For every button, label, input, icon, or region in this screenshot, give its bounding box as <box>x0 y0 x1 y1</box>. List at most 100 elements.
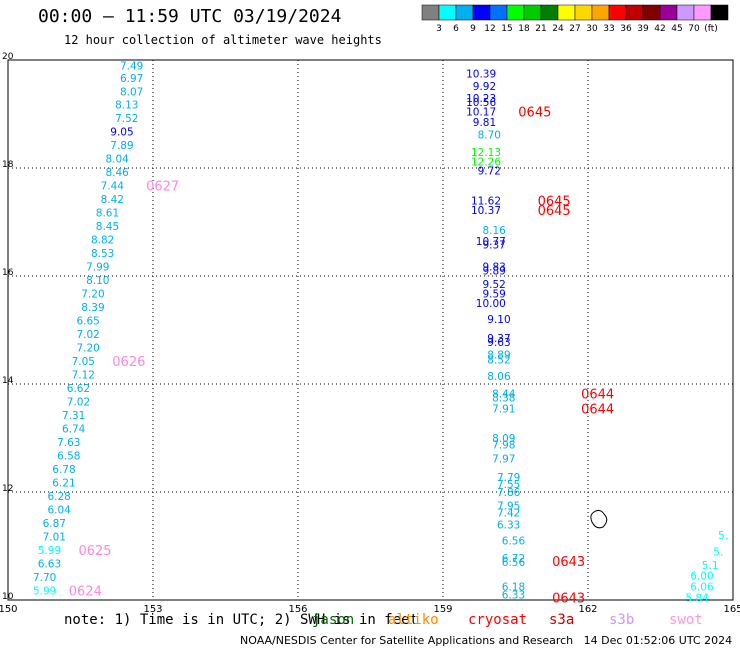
colorbar-label: (ft) <box>704 24 718 34</box>
pass-time-label: 0645 <box>538 194 571 209</box>
wave-height-value: 7.86 <box>497 487 521 499</box>
colorbar-swatch <box>710 4 729 21</box>
colorbar-label: 33 <box>603 24 614 34</box>
wave-height-value: 7.31 <box>62 410 85 422</box>
wave-height-value: 8.53 <box>91 248 114 260</box>
wave-height-value: 8.70 <box>478 130 501 142</box>
wave-height-value: 8.10 <box>86 275 109 287</box>
wave-height-value: 10.23 <box>466 93 496 105</box>
wave-height-value: 5.99 <box>38 545 61 557</box>
pass-time-label: 0645 <box>538 204 571 219</box>
x-tick-label: 156 <box>288 604 307 615</box>
wave-height-value: 6.62 <box>67 383 90 395</box>
x-tick-label: 150 <box>0 604 18 615</box>
wave-height-value: 6.33 <box>502 590 525 602</box>
colorbar-label: 42 <box>654 24 665 34</box>
wave-height-value: 6.58 <box>57 450 80 462</box>
pass-time-label: 0624 <box>69 584 102 599</box>
wave-height-value: 7.70 <box>33 572 56 584</box>
wave-height-value: 6.56 <box>502 557 526 569</box>
wave-height-value: 8.52 <box>487 355 510 367</box>
footer-note: note: 1) Time is in UTC; 2) SWH is in fe… <box>64 612 419 628</box>
wave-height-value: 9.72 <box>478 166 501 178</box>
wave-height-value: 7.79 <box>497 472 520 484</box>
sat-legend-cryosat: cryosat <box>468 612 528 628</box>
wave-height-value: 7.01 <box>43 531 66 543</box>
colorbar-label: 27 <box>569 24 580 34</box>
wave-height-value: 7.42 <box>497 508 520 520</box>
wave-height-value: 6.65 <box>76 315 99 327</box>
wave-height-value: 5. <box>713 546 723 558</box>
sat-legend-jason: jason <box>312 612 355 628</box>
colorbar-label: 36 <box>620 24 632 34</box>
wave-height-value: 8.39 <box>81 302 104 314</box>
sat-legend-s3a: s3a <box>549 612 575 628</box>
wave-height-value: 9.83 <box>482 261 505 273</box>
wave-height-value: 6.28 <box>47 491 70 503</box>
wave-height-value: 8.82 <box>91 234 114 246</box>
colorbar-label: 24 <box>552 24 564 34</box>
wave-height-value: 8.04 <box>105 153 129 165</box>
wave-height-value: 8.38 <box>492 393 515 405</box>
wave-height-value: 10.00 <box>476 298 506 310</box>
wave-height-value: 7.55 <box>497 479 520 491</box>
wave-height-value: 6.18 <box>502 582 525 594</box>
wave-height-value: 5.1 <box>702 560 719 572</box>
wave-height-value: 9.81 <box>473 117 496 129</box>
pass-time-label: 0645 <box>518 105 551 120</box>
wave-height-value: 8.46 <box>105 167 129 179</box>
colorbar-label: 30 <box>586 24 598 34</box>
wave-height-value: 6.33 <box>497 519 520 531</box>
wave-height-value: 8.06 <box>487 371 511 383</box>
wave-height-value: 7.44 <box>101 180 125 192</box>
wave-height-value: 10.39 <box>466 69 496 81</box>
colorbar-label: 9 <box>470 24 476 34</box>
pass-time-label: 0626 <box>112 355 145 370</box>
wave-height-value: 7.02 <box>76 329 99 341</box>
x-tick-label: 165 <box>723 604 740 615</box>
island-outline <box>590 509 608 529</box>
wave-height-value: 6.74 <box>62 423 86 435</box>
wave-height-value: 8.07 <box>120 86 143 98</box>
wave-height-value: 6.87 <box>43 518 66 530</box>
wave-height-value: 9.59 <box>482 288 505 300</box>
wave-height-value: 12.26 <box>471 157 501 169</box>
wave-height-value: 7.63 <box>57 437 80 449</box>
wave-height-value: 7.02 <box>67 396 90 408</box>
wave-height-value: 6.06 <box>690 582 714 594</box>
chart-title: 00:00 – 11:59 UTC 03/19/2024 <box>38 6 342 27</box>
wave-height-value: 6.63 <box>38 558 61 570</box>
y-tick-label: 12 <box>2 484 13 494</box>
wave-height-value: 7.91 <box>492 403 515 415</box>
y-tick-label: 16 <box>2 268 14 278</box>
wave-height-value: 9.63 <box>487 337 510 349</box>
wave-height-value: 8.61 <box>96 207 119 219</box>
pass-time-label: 0627 <box>146 179 179 194</box>
sat-legend-swot: swot <box>669 612 703 628</box>
pass-time-label: 0643 <box>552 555 585 570</box>
colorbar-label: 18 <box>518 24 530 34</box>
wave-height-value: 11.62 <box>471 195 501 207</box>
wave-height-value: 7.89 <box>110 140 133 152</box>
wave-height-value: 8.89 <box>487 349 510 361</box>
wave-height-value: 9.37 <box>482 240 505 252</box>
wave-height-value: 9.37 <box>487 333 510 345</box>
wave-height-value: 7.20 <box>81 288 104 300</box>
wave-height-value: 8.44 <box>492 389 516 401</box>
colorbar: 3 6 9 12 15 18 21 24 27 30 33 36 39 42 45 70 (ft) <box>421 4 729 34</box>
wave-height-value: 9.10 <box>487 314 510 326</box>
wave-height-value: 6.78 <box>52 464 75 476</box>
pass-time-label: 0625 <box>78 544 111 559</box>
y-tick-label: 10 <box>2 592 14 602</box>
x-tick-label: 159 <box>433 604 452 615</box>
wave-height-value: 8.42 <box>101 194 124 206</box>
wave-height-value: 9.05 <box>110 126 133 138</box>
y-tick-label: 14 <box>2 376 14 386</box>
colorbar-label: 45 <box>671 24 682 34</box>
wave-height-value: 7.52 <box>115 113 138 125</box>
wave-height-value: 8.09 <box>492 433 515 445</box>
chart-subtitle: 12 hour collection of altimeter wave hei… <box>64 33 382 47</box>
y-tick-label: 20 <box>2 52 14 62</box>
colorbar-label: 21 <box>535 24 546 34</box>
wave-height-value: 5.84 <box>685 592 709 604</box>
